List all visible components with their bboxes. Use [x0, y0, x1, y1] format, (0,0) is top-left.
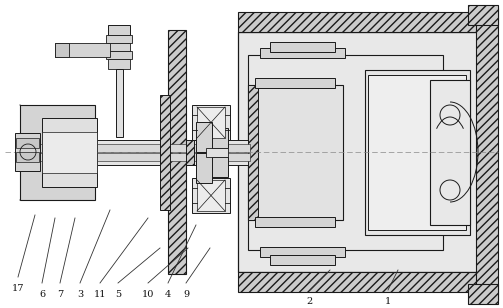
Bar: [248, 85, 258, 220]
Bar: [192, 178, 230, 213]
Bar: [15, 133, 40, 171]
Bar: [30, 144, 250, 152]
Bar: [16, 152, 39, 162]
Bar: [270, 255, 335, 265]
Bar: [196, 122, 212, 152]
Text: 3: 3: [77, 290, 83, 299]
Text: 11: 11: [94, 290, 106, 299]
Bar: [238, 12, 490, 32]
Bar: [255, 217, 335, 227]
Bar: [197, 107, 225, 138]
Text: 10: 10: [142, 290, 154, 299]
Bar: [116, 69, 123, 137]
Bar: [468, 5, 498, 25]
Bar: [16, 138, 39, 148]
Bar: [55, 43, 110, 57]
Text: 7: 7: [57, 290, 63, 299]
Bar: [430, 80, 470, 225]
Bar: [260, 48, 345, 58]
Text: 2: 2: [307, 297, 313, 306]
Text: 6: 6: [39, 290, 45, 299]
Bar: [255, 78, 335, 88]
Bar: [238, 272, 490, 292]
Text: 1: 1: [385, 297, 391, 306]
Bar: [20, 105, 95, 200]
Bar: [238, 32, 478, 272]
Bar: [108, 25, 130, 35]
Bar: [197, 180, 225, 211]
Text: 9: 9: [183, 290, 189, 299]
Bar: [365, 70, 470, 235]
Bar: [476, 8, 498, 300]
Bar: [206, 128, 228, 148]
Bar: [30, 153, 250, 161]
Bar: [248, 85, 343, 220]
Text: 5: 5: [115, 290, 121, 299]
Bar: [368, 75, 466, 230]
Bar: [108, 43, 130, 51]
Bar: [30, 140, 250, 165]
Bar: [160, 95, 170, 210]
Bar: [55, 43, 69, 57]
Bar: [206, 148, 228, 157]
Bar: [196, 153, 212, 183]
Bar: [248, 55, 443, 250]
Bar: [206, 157, 228, 177]
Bar: [192, 105, 230, 140]
Text: 4: 4: [165, 290, 171, 299]
Bar: [106, 35, 132, 43]
Bar: [186, 140, 194, 165]
Text: 17: 17: [12, 284, 24, 293]
Bar: [260, 247, 345, 257]
Bar: [168, 30, 186, 274]
Bar: [468, 284, 498, 304]
Bar: [106, 51, 132, 59]
Bar: [42, 132, 97, 173]
Bar: [270, 42, 335, 52]
Bar: [108, 59, 130, 69]
Bar: [42, 118, 97, 187]
